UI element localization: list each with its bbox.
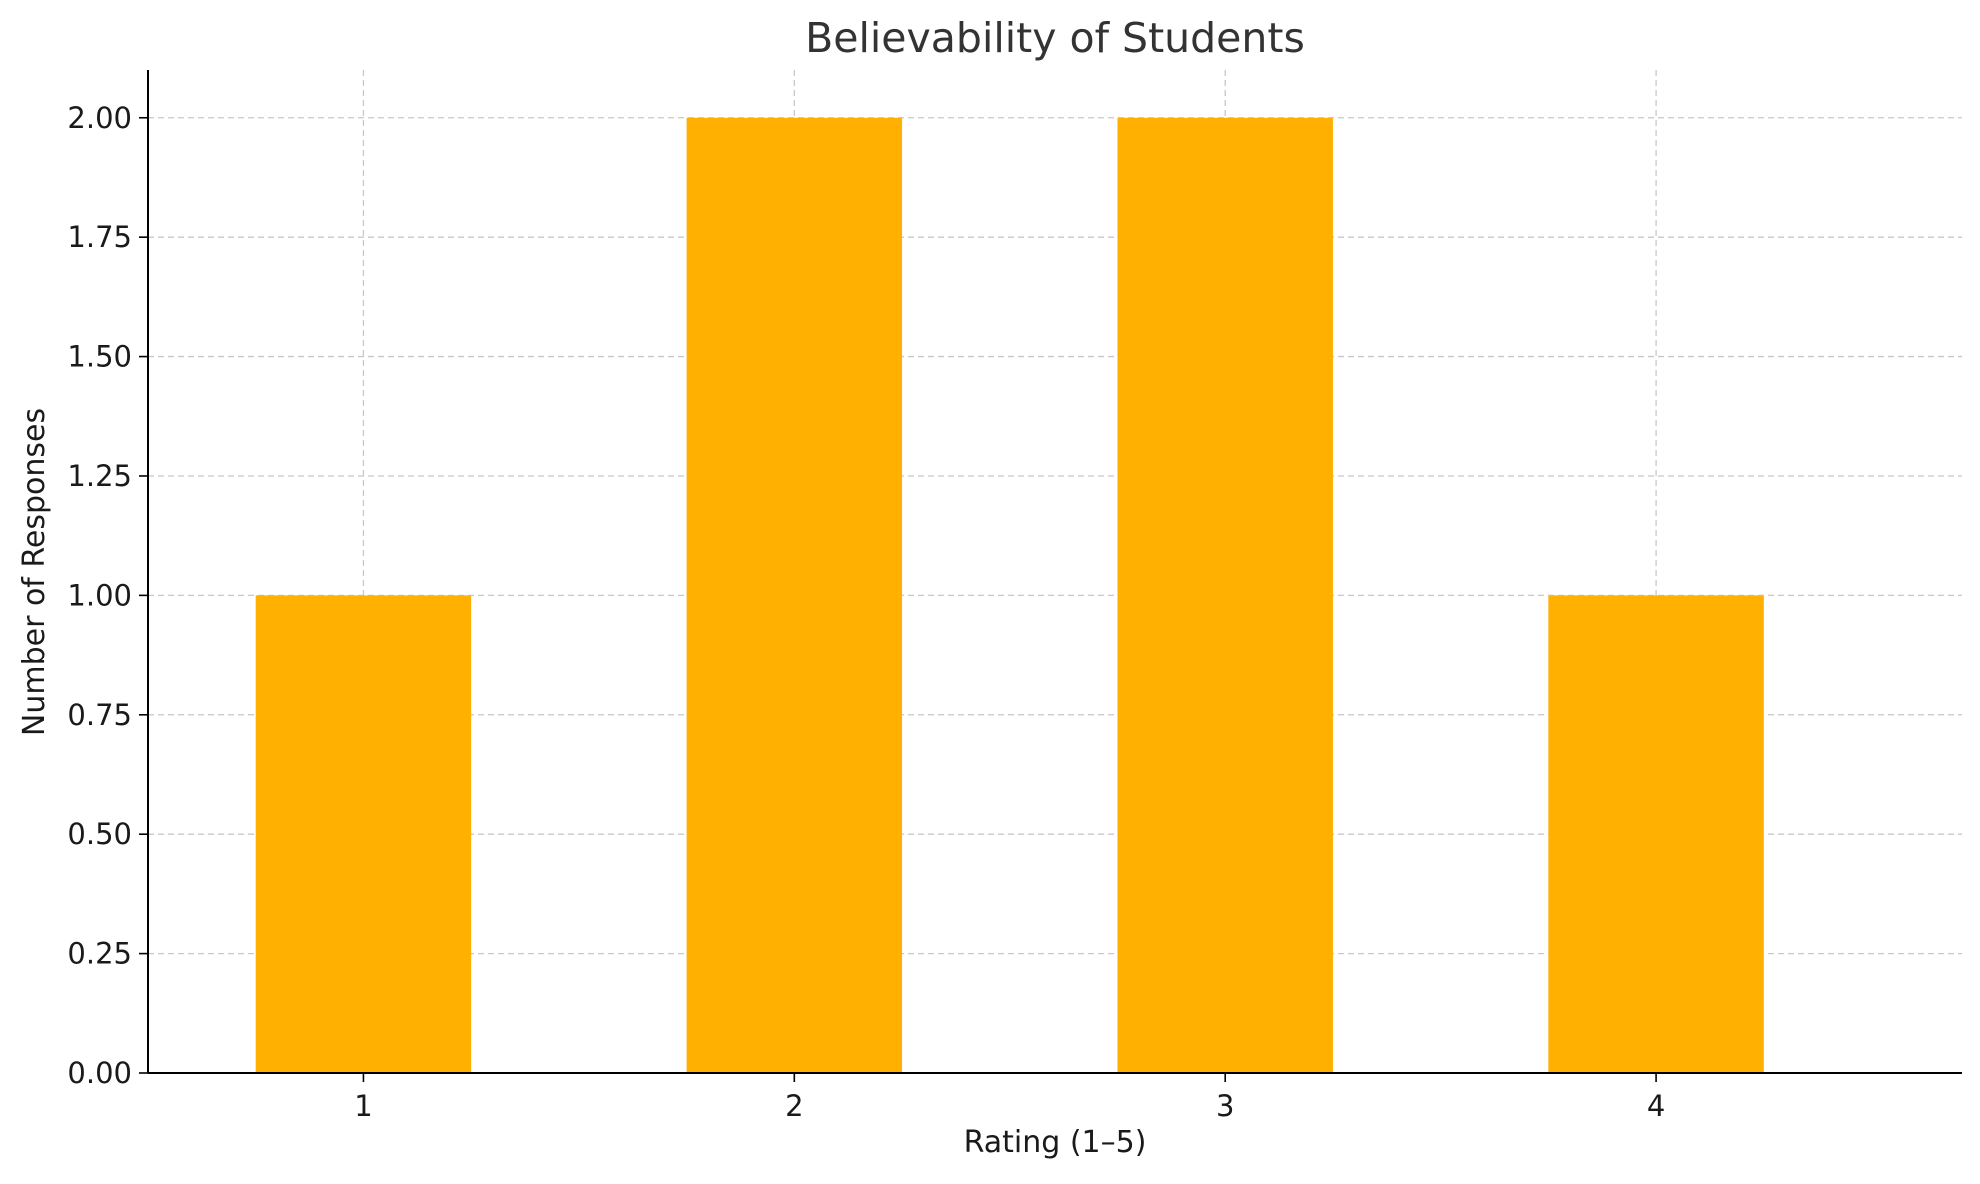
x-tick-label: 2	[785, 1089, 803, 1123]
x-tick-label: 1	[354, 1089, 372, 1123]
chart-title: Believability of Students	[805, 14, 1305, 62]
bar-rating-4	[1548, 595, 1764, 1073]
x-tick-label: 3	[1216, 1089, 1234, 1123]
axis-layer: 0.00 0.25 0.50 0.75 1.00 1.25 1.50 1.75 2.00 1 2 3 4	[67, 70, 1962, 1123]
y-axis-label: Number of Responses	[17, 408, 52, 736]
x-tick-label: 4	[1647, 1089, 1665, 1123]
y-tick-label: 1.75	[67, 220, 132, 254]
bar-layer	[255, 117, 1764, 1073]
y-tick-label: 1.50	[67, 340, 132, 374]
bar-rating-1	[255, 595, 472, 1073]
y-tick-label: 1.00	[67, 578, 132, 612]
y-tick-label: 1.25	[67, 459, 132, 493]
bar-rating-3	[1117, 117, 1333, 1073]
y-tick-label: 0.75	[67, 698, 132, 732]
x-axis-label: Rating (1–5)	[964, 1125, 1147, 1160]
y-tick-label: 0.00	[67, 1056, 132, 1090]
bar-rating-2	[686, 117, 903, 1073]
y-tick-label: 0.25	[67, 937, 132, 971]
y-tick-label: 0.50	[67, 817, 132, 851]
y-tick-label: 2.00	[67, 101, 132, 135]
